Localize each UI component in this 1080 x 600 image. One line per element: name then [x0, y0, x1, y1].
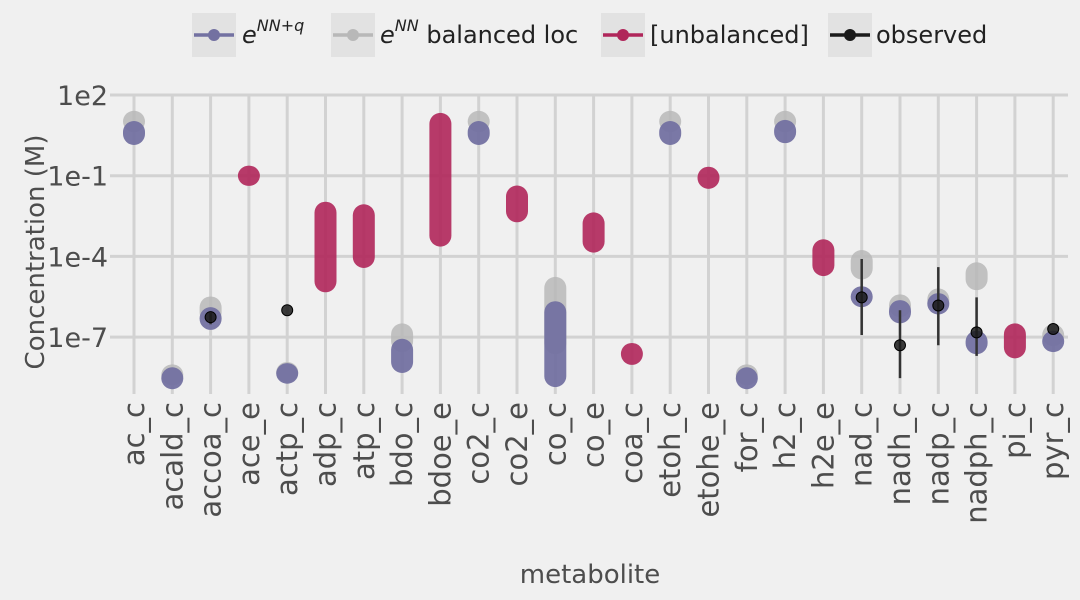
- x-tick-label: co2_e: [500, 402, 534, 486]
- legend-item-2: [unbalanced]: [601, 13, 809, 57]
- x-tick-label: coa_c: [615, 402, 649, 484]
- series-2-mark-atp_c: [352, 204, 375, 269]
- x-tick-label: ace_e: [232, 402, 266, 486]
- observed-point-pyr_c: [1047, 323, 1060, 336]
- observed-point-nadp_c: [932, 299, 945, 312]
- data-marks: [123, 110, 1065, 390]
- series-2-mark-adp_c: [314, 201, 337, 293]
- y-tick-label: 1e-1: [47, 162, 108, 193]
- legend-label-base: e: [242, 21, 257, 49]
- legend-item-0: eNN+q: [192, 13, 304, 57]
- legend: eNN+q eNN balanced loc [unbalanced] observe…: [192, 13, 987, 57]
- legend-label: eNN+q: [242, 16, 304, 49]
- legend-label-sup: NN: [395, 16, 419, 35]
- x-tick-label: atp_c: [347, 402, 381, 480]
- series-0-mark-h2_c: [774, 119, 797, 144]
- legend-item-3: observed: [828, 13, 987, 57]
- x-axis-ticks: ac_c acald_c accoa_c ace_e actp_c adp_c atp_c b…: [117, 402, 1070, 524]
- series-0-mark-ac_c: [123, 120, 145, 145]
- x-tick-label: co2_c: [462, 402, 496, 485]
- legend-key-dot: [617, 29, 629, 41]
- series-2-mark-bdoe_e: [429, 112, 452, 247]
- legend-key-dot: [208, 29, 220, 41]
- y-tick-label: 1e-4: [47, 242, 108, 273]
- series-2-mark-co2_e: [506, 185, 528, 223]
- series-0-mark-for_c: [735, 367, 758, 390]
- legend-key-dot: [844, 29, 856, 41]
- series-2-mark-etohe_e: [697, 166, 720, 189]
- legend-label: observed: [876, 21, 987, 49]
- x-tick-label: nadh_c: [883, 402, 917, 505]
- series-0-mark-etoh_c: [659, 120, 682, 145]
- legend-label-sup: NN+q: [257, 16, 305, 35]
- x-tick-label: nadp_c: [921, 402, 955, 505]
- series-0-mark-actp_c: [276, 363, 299, 384]
- series-0-mark-co2_c: [467, 120, 490, 145]
- x-tick-label: bdoe_e: [423, 402, 457, 507]
- series-0-mark-bdo_c: [391, 338, 414, 373]
- series-0-mark-co_c: [544, 301, 567, 388]
- series-2-mark-co_e: [582, 212, 605, 253]
- legend-key-dot: [347, 29, 359, 41]
- series-1-mark-nadph_c: [965, 262, 988, 291]
- x-tick-label: h2_c: [768, 402, 802, 469]
- legend-label: [unbalanced]: [650, 21, 809, 49]
- y-axis-title: Concentration (M): [21, 135, 51, 370]
- x-tick-label: co_e: [577, 402, 611, 468]
- x-tick-label: bdo_c: [385, 402, 419, 487]
- y-tick-label: 1e2: [57, 81, 108, 112]
- legend-label: eNN balanced loc: [380, 16, 578, 49]
- y-axis-ticks: 1e2 1e-1 1e-4 1e-7: [47, 81, 108, 354]
- legend-item-1: eNN balanced loc: [331, 13, 578, 57]
- series-2-mark-coa_c: [620, 342, 643, 365]
- series-0-mark-acald_c: [161, 367, 184, 390]
- series-2-mark-pi_c: [1003, 323, 1026, 359]
- legend-label-rest: balanced loc: [419, 21, 579, 49]
- x-tick-label: h2e_e: [806, 402, 840, 489]
- x-tick-label: acald_c: [155, 402, 189, 510]
- x-tick-label: nadph_c: [960, 402, 994, 524]
- observed-point-nad_c: [855, 291, 868, 304]
- x-tick-label: pyr_c: [1036, 402, 1070, 480]
- observed-point-accoa_c: [204, 311, 217, 324]
- x-tick-label: ac_c: [117, 402, 151, 466]
- observed-point-nadh_c: [894, 339, 906, 352]
- series-2-mark-ace_e: [237, 165, 260, 186]
- x-axis-title: metabolite: [520, 560, 661, 590]
- series-2-mark-h2e_e: [812, 239, 835, 277]
- x-tick-label: for_c: [730, 402, 764, 472]
- x-tick-label: nad_c: [845, 402, 879, 487]
- y-tick-label: 1e-7: [47, 323, 108, 354]
- x-tick-label: actp_c: [270, 402, 304, 496]
- observed-point-actp_c: [281, 304, 294, 317]
- observed-point-nadph_c: [970, 326, 983, 339]
- legend-label-base: e: [380, 21, 395, 49]
- x-tick-label: adp_c: [309, 402, 343, 487]
- x-tick-label: etoh_c: [653, 402, 687, 498]
- series-0-mark-pyr_c: [1042, 330, 1065, 353]
- x-tick-label: pi_c: [998, 402, 1032, 459]
- x-tick-label: accoa_c: [194, 402, 228, 518]
- x-tick-label: etohe_e: [692, 402, 726, 518]
- x-tick-label: co_c: [538, 402, 572, 466]
